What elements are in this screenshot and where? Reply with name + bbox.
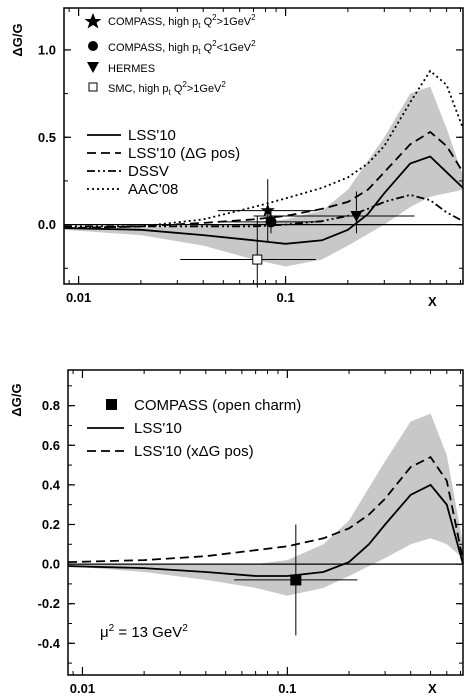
legend-label: COMPASS, high pt Q2>1GeV2 — [108, 13, 256, 30]
legend-bottom: COMPASS (open charm) LSS'10 LSS'10 (xΔG … — [87, 397, 301, 460]
band-area — [64, 86, 463, 267]
y-tick-label: -0.4 — [38, 636, 61, 651]
legend-item-smc: SMC, high pt Q2>1GeV2 — [88, 80, 226, 97]
legend-label: LSS'10 (ΔG pos) — [128, 145, 240, 162]
x-axis-title: x — [428, 681, 437, 696]
plot-frame — [63, 7, 464, 285]
legend-top-markers: COMPASS, high pt Q2>1GeV2 COMPASS, high … — [84, 13, 256, 97]
legend-label: LSS'10 — [128, 127, 176, 144]
legend-item-dssv: DSSV — [87, 163, 169, 180]
scale-annotation: μ2 = 13 GeV2 — [100, 623, 188, 641]
legend-label: SMC, high pt Q2>1GeV2 — [108, 80, 226, 97]
x-tick-label: 0.1 — [278, 681, 296, 696]
y-tick-label: 0.5 — [38, 130, 56, 145]
legend-label: AAC'08 — [128, 181, 178, 198]
legend-item-lss10-pos: LSS'10 (ΔG pos) — [87, 145, 240, 162]
y-tick-label: 1.0 — [38, 42, 56, 57]
series-line-1 — [67, 455, 464, 563]
data-point-square — [234, 524, 358, 636]
legend-label: HERMES — [108, 63, 155, 75]
data-point-star — [217, 179, 316, 243]
circle-icon — [88, 41, 98, 51]
y-tick-label: 0.6 — [42, 438, 60, 453]
open-square-icon — [88, 82, 98, 92]
x-tick-label: 0.01 — [66, 290, 91, 305]
square-icon — [106, 399, 117, 410]
square-marker — [290, 574, 302, 586]
legend-label: COMPASS, high pt Q2<1GeV2 — [108, 39, 256, 56]
data-point-triangle-down — [253, 191, 415, 234]
legend-item-lss10: LSS'10 — [87, 420, 182, 437]
legend-label: LSS'10 — [134, 420, 182, 437]
legend-label: LSS'10 (xΔG pos) — [134, 443, 254, 460]
panel-bottom: -0.4 -0.2 0.0 0.2 0.4 0.6 0.8 0.01 0.1 ΔG/G x CO… — [9, 369, 464, 696]
panel-top: 0.0 0.5 1.0 0.01 0.1 ΔG/G x COMPASS, high pt… — [10, 7, 464, 309]
legend-label: COMPASS (open charm) — [134, 397, 301, 414]
uncertainty-band — [68, 413, 463, 596]
uncertainty-band — [64, 86, 463, 267]
legend-item-aac08: AAC'08 — [87, 181, 178, 198]
y-tick-label: 0.0 — [38, 217, 56, 232]
data-point-open-square — [180, 215, 316, 288]
band-area — [68, 413, 463, 596]
legend-item-hermes: HERMES — [87, 62, 155, 75]
y-axis-title: ΔG/G — [10, 23, 25, 56]
triangle-down-icon — [87, 62, 99, 73]
y-axis-title: ΔG/G — [9, 383, 24, 416]
legend-item-compass-high-q2: COMPASS, high pt Q2>1GeV2 — [84, 13, 256, 30]
series-line-0 — [63, 155, 464, 245]
y-tick-label: 0.8 — [42, 398, 60, 413]
y-tick-label: 0.0 — [42, 557, 60, 572]
data-point-circle — [217, 210, 323, 234]
circle-marker — [265, 216, 277, 228]
legend-item-compass-open-charm: COMPASS (open charm) — [106, 397, 301, 414]
legend-item-lss10: LSS'10 — [87, 127, 176, 144]
star-marker — [260, 203, 275, 217]
y-tick-label: -0.2 — [38, 596, 60, 611]
legend-label: DSSV — [128, 163, 169, 180]
y-tick-label: 0.2 — [42, 517, 60, 532]
x-axis-title: x — [428, 294, 437, 309]
legend-item-compass-low-q2: COMPASS, high pt Q2<1GeV2 — [88, 39, 256, 56]
y-tick-label: 0.4 — [42, 477, 61, 492]
series-line-1 — [63, 130, 464, 229]
legend-top-lines: LSS'10 LSS'10 (ΔG pos) DSSV AAC'08 — [87, 127, 240, 198]
x-tick-label: 0.01 — [70, 681, 95, 696]
x-tick-label: 0.1 — [277, 290, 295, 305]
open-square-marker — [252, 254, 263, 265]
triangle-marker — [350, 211, 363, 223]
series-line-3 — [63, 69, 464, 229]
legend-item-lss10-pos: LSS'10 (xΔG pos) — [87, 443, 254, 460]
series-line-0 — [67, 483, 464, 577]
plot-frame — [67, 369, 464, 676]
star-icon — [84, 13, 102, 29]
